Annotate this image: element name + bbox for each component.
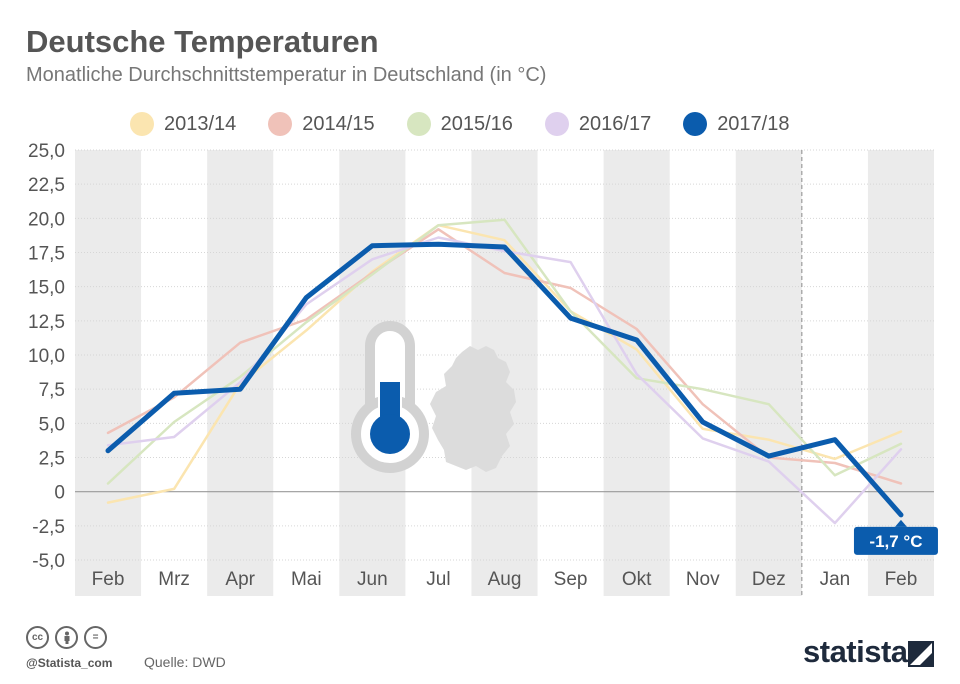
x-axis-ticks: Feb Mrz Apr Mai Jun Jul Aug Sep Okt Nov Dez Jan Feb [92, 569, 918, 590]
source-label: Quelle: DWD [144, 654, 226, 670]
y-tick-label: 2,5 [39, 449, 65, 470]
y-tick-label: 5,0 [39, 414, 65, 435]
statista-handle[interactable]: @Statista_com [26, 656, 113, 670]
value-annotation: -1,7 °C [853, 519, 938, 555]
x-tick-label: Sep [554, 569, 588, 590]
y-tick-label: 22,5 [28, 175, 65, 196]
legend-label: 2017/18 [717, 112, 790, 135]
legend-label: 2016/17 [578, 112, 652, 135]
series-line-2016-17[interactable] [106, 236, 903, 525]
y-tick-label: 25,0 [28, 141, 65, 162]
month-bands [75, 150, 934, 596]
legend-swatch [683, 112, 708, 136]
series-line-2015-16[interactable] [106, 218, 903, 485]
y-tick-label: 17,5 [28, 244, 65, 265]
statista-logo-mark [908, 641, 934, 667]
legend-label: 2014/15 [302, 112, 375, 135]
x-tick-label: Jan [820, 569, 851, 590]
license-icons: cc = [26, 626, 107, 649]
chart-title: Deutsche Temperaturen [26, 24, 379, 59]
y-tick-label: 0 [54, 483, 65, 504]
y-axis-ticks: 25,0 22,5 20,0 17,5 15,0 12,5 10,0 7,5 5,0 2,5 0 -2… [28, 141, 65, 572]
annotation-label: -1,7 °C [869, 532, 922, 551]
y-tick-label: 15,0 [28, 278, 65, 299]
thermometer-mercury-bulb [370, 414, 410, 454]
statista-logo[interactable]: statista [803, 634, 908, 669]
x-tick-label: Nov [686, 569, 720, 590]
x-tick-label: Mai [291, 569, 322, 590]
germany-map-icon [430, 346, 516, 472]
legend-item-2015-16[interactable]: 2015/16 [406, 112, 513, 136]
x-tick-label: Dez [752, 569, 786, 590]
y-tick-label: 12,5 [28, 312, 65, 333]
month-band [735, 150, 802, 596]
legend-label: 2013/14 [164, 112, 237, 135]
x-tick-label: Jul [426, 569, 450, 590]
legend-item-2016-17[interactable]: 2016/17 [544, 112, 652, 136]
x-tick-label: Apr [225, 569, 255, 590]
legend-swatch [406, 112, 431, 136]
y-tick-label: 10,0 [28, 346, 65, 367]
month-band [207, 150, 274, 596]
cc-icon[interactable]: cc [26, 626, 49, 649]
by-icon[interactable] [55, 626, 78, 649]
y-tick-label: 7,5 [39, 380, 65, 401]
y-tick-label: -2,5 [32, 517, 65, 538]
month-band [75, 150, 142, 596]
legend-item-2017-18[interactable]: 2017/18 [683, 112, 789, 136]
y-tick-label: 20,0 [28, 209, 65, 230]
x-tick-label: Mrz [158, 569, 190, 590]
legend-swatch [268, 112, 293, 136]
x-tick-label: Jun [357, 569, 388, 590]
x-tick-label: Feb [885, 569, 918, 590]
series-line-2017-18[interactable] [105, 241, 904, 518]
legend-label: 2015/16 [440, 112, 513, 135]
legend-swatch [544, 112, 569, 136]
annotation-box [853, 526, 938, 555]
legend-item-2014-15[interactable]: 2014/15 [268, 112, 375, 136]
series-lines [105, 218, 904, 525]
annotation-pointer [894, 519, 907, 527]
legend-item-2013-14[interactable]: 2013/14 [130, 112, 236, 136]
x-tick-label: Okt [622, 569, 652, 590]
nd-icon[interactable]: = [84, 626, 107, 649]
y-tick-label: -5,0 [32, 551, 65, 572]
chart-subtitle: Monatliche Durchschnittstemperatur in De… [26, 64, 547, 86]
x-tick-label: Aug [488, 569, 522, 590]
thermometer-map-decoration [351, 321, 516, 473]
legend: 2013/14 2014/15 2015/16 2016/17 2017/18 [130, 111, 821, 137]
x-tick-label: Feb [92, 569, 125, 590]
legend-swatch [130, 112, 154, 136]
